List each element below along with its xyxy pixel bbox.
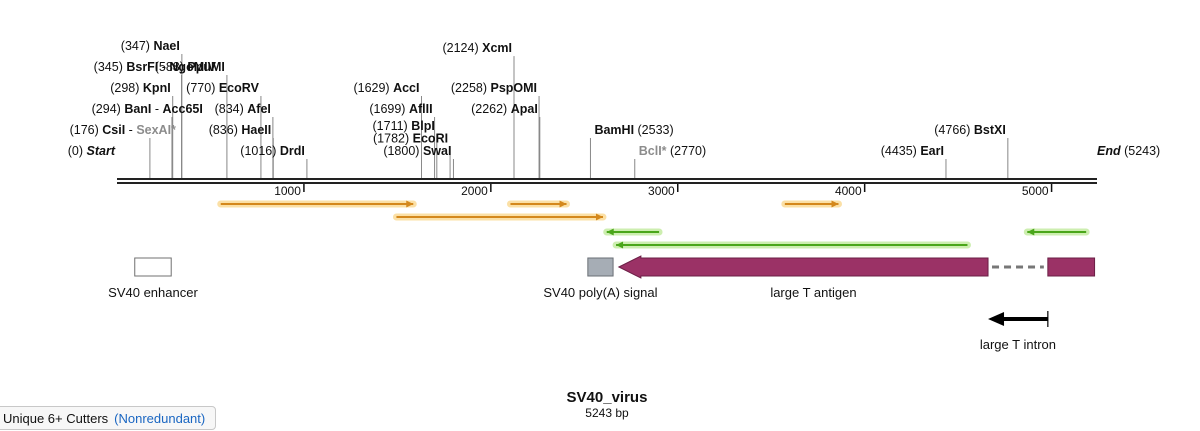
feature-label-large-t-antigen: large T antigen: [770, 285, 856, 300]
sequence-backbone: [117, 178, 1097, 184]
feature-large-t-antigen[interactable]: [617, 255, 1096, 279]
restriction-site-lines: [149, 54, 1009, 178]
orf-2[interactable]: [392, 213, 607, 221]
orf-3[interactable]: [506, 200, 571, 208]
site-label-ppumi[interactable]: (588) PpuMI: [155, 60, 225, 74]
tick-label-3000: 3000: [648, 184, 675, 198]
orf-4[interactable]: [781, 200, 842, 208]
site-label-ecori[interactable]: (1782) EcoRI: [373, 131, 448, 145]
site-label-eari[interactable]: (4435) EarI: [881, 144, 944, 158]
site-label-csii[interactable]: (176) CsiI - SexAI*: [70, 123, 176, 137]
orf-6[interactable]: [612, 241, 971, 249]
feature-label-sv40-enhancer: SV40 enhancer: [108, 285, 198, 300]
site-label-end[interactable]: End (5243): [1097, 144, 1160, 158]
feature-track: SV40 enhancer SV40 poly(A) signal large T …: [108, 255, 1096, 300]
enzyme-set-label: Unique 6+ Cutters: [3, 411, 109, 426]
site-label-ecorv[interactable]: (770) EcoRV: [186, 81, 259, 95]
site-label-start[interactable]: (0) Start: [68, 144, 116, 158]
feature-sv40-enhancer[interactable]: [134, 257, 172, 277]
site-label-bcli[interactable]: BclI* (2770): [639, 144, 706, 158]
site-label-bstxi[interactable]: (4766) BstXI: [934, 123, 1006, 137]
site-label-apai[interactable]: (2262) ApaI: [471, 102, 538, 116]
restriction-site-labels: (0) Start (176) CsiI - SexAI* (294) BanI -…: [68, 39, 1160, 158]
large-t-exon-2[interactable]: [1047, 257, 1096, 277]
tick-label-1000: 1000: [274, 184, 301, 198]
map-title: SV40_virus: [567, 389, 648, 406]
site-label-bsrfi[interactable]: (345) BsrFI - NgoMIV: [94, 60, 217, 74]
site-label-naei[interactable]: (347) NaeI: [121, 39, 180, 53]
site-label-aflii[interactable]: (1699) AflII: [369, 102, 432, 116]
tick-label-4000: 4000: [835, 184, 862, 198]
feature-label-sv40-poly-a-signal: SV40 poly(A) signal: [543, 285, 657, 300]
site-label-afei[interactable]: (834) AfeI: [215, 102, 271, 116]
enzyme-set-selector[interactable]: Unique 6+ Cutters (Nonredundant): [0, 406, 217, 430]
map-length: 5243 bp: [585, 406, 629, 420]
orf-1[interactable]: [217, 200, 417, 208]
site-label-haeii[interactable]: (836) HaeII: [209, 123, 272, 137]
orf-arrows: [217, 200, 1090, 249]
orf-5[interactable]: [603, 228, 663, 236]
site-label-kpni[interactable]: (298) KpnI: [110, 81, 170, 95]
site-label-blpi[interactable]: (1711) BlpI: [373, 119, 435, 133]
bp-ruler: 1000 2000 3000 4000 5000: [274, 184, 1053, 198]
site-label-bani[interactable]: (294) BanI - Acc65I: [92, 102, 203, 116]
site-label-swai[interactable]: (1800) SwaI: [383, 144, 451, 158]
site-label-pspomi[interactable]: (2258) PspOMI: [451, 81, 537, 95]
intron-label: large T intron: [980, 337, 1056, 352]
site-label-xcmi[interactable]: (2124) XcmI: [442, 41, 512, 55]
intron-arrow[interactable]: [988, 311, 1049, 327]
orf-7[interactable]: [1023, 228, 1090, 236]
site-label-bamhi[interactable]: BamHI (2533): [594, 123, 673, 137]
feature-sv40-poly-a-signal[interactable]: [587, 257, 614, 277]
site-label-acci[interactable]: (1629) AccI: [353, 81, 419, 95]
intron-track: large T intron: [980, 311, 1056, 352]
enzyme-set-mode[interactable]: (Nonredundant): [114, 411, 206, 426]
tick-label-2000: 2000: [461, 184, 488, 198]
site-label-drdi[interactable]: (1016) DrdI: [240, 144, 305, 158]
tick-label-5000: 5000: [1022, 184, 1049, 198]
